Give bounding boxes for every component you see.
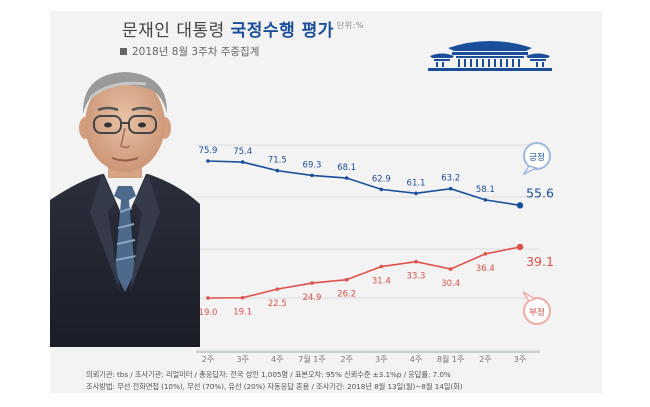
data-point bbox=[414, 259, 418, 264]
data-point bbox=[344, 277, 349, 282]
data-label: 19.0 bbox=[199, 308, 218, 318]
unit-label: 단위:% bbox=[336, 21, 364, 30]
data-label: 22.5 bbox=[268, 299, 287, 309]
data-point bbox=[516, 243, 524, 251]
data-point bbox=[310, 281, 314, 285]
x-tick-label: 3주 bbox=[236, 355, 248, 364]
legend-label-negative: 부정 bbox=[529, 307, 545, 318]
data-label: 58.1 bbox=[476, 185, 495, 195]
x-tick-label: 8월 1주 bbox=[437, 354, 464, 364]
data-point bbox=[379, 187, 384, 192]
series-layer: 75.9 75.4 71.5 69.3 68.1 62.9 61.1 63.2 58.1 55.6… bbox=[199, 146, 554, 318]
subtitle-text: 2018년 8월 3주차 주중집계 bbox=[132, 46, 260, 58]
title-accent: 국정수행 평가 bbox=[230, 21, 334, 41]
series-line-positive bbox=[207, 160, 521, 207]
subtitle-bullet-icon bbox=[120, 48, 127, 55]
data-label: 31.4 bbox=[372, 277, 391, 287]
footnote-survey-info: 의뢰기관: tbs / 조사기관: 리얼미터 / 총응답자: 전국 성인 1,0… bbox=[86, 370, 451, 379]
data-label: 26.2 bbox=[337, 290, 356, 300]
data-point bbox=[275, 168, 280, 173]
x-tick-label: 4주 bbox=[271, 355, 283, 364]
data-point bbox=[240, 160, 245, 164]
data-label: 55.6 bbox=[526, 185, 554, 200]
data-label: 75.9 bbox=[199, 146, 218, 156]
x-tick-label: 3주 bbox=[514, 355, 526, 364]
x-tick-label: 3주 bbox=[375, 355, 387, 364]
legend-bubble-positive bbox=[523, 142, 551, 170]
x-tick-label: 2주 bbox=[479, 355, 491, 364]
data-label: 39.1 bbox=[526, 254, 554, 269]
data-point bbox=[448, 267, 453, 271]
x-tick-label: 7월 1주 bbox=[298, 354, 325, 364]
data-label: 61.1 bbox=[407, 178, 426, 188]
data-label: 69.3 bbox=[303, 160, 322, 170]
x-tick-label: 4주 bbox=[410, 355, 422, 364]
data-point bbox=[483, 198, 488, 202]
legend-bubble-negative bbox=[523, 297, 551, 325]
data-label: 24.9 bbox=[303, 293, 322, 303]
data-point bbox=[206, 296, 210, 300]
data-label: 33.3 bbox=[407, 272, 426, 282]
data-point bbox=[310, 173, 314, 178]
gridlines bbox=[196, 144, 540, 351]
legend-bubble-tail-negative bbox=[522, 291, 537, 302]
title-prefix: 문재인 대통령 bbox=[122, 21, 231, 41]
legend-label-positive: 긍정 bbox=[529, 152, 545, 163]
footnote-method-info: 조사방법: 무선 전화면접 (10%), 무선 (70%), 유선 (20%) … bbox=[86, 382, 463, 391]
data-point bbox=[414, 191, 418, 196]
subtitle: 2018년 8월 3주차 주중집계 bbox=[120, 44, 259, 59]
chart-title: 문재인 대통령 국정수행 평가 단위:% bbox=[122, 16, 364, 41]
data-label: 30.4 bbox=[441, 279, 460, 289]
data-label: 68.1 bbox=[337, 163, 356, 173]
legend-bubble-tail-positive bbox=[521, 165, 539, 176]
data-point bbox=[516, 202, 524, 209]
data-label: 62.9 bbox=[372, 174, 391, 184]
data-label: 19.1 bbox=[233, 308, 252, 318]
data-label: 36.4 bbox=[476, 264, 495, 274]
portrait-photo bbox=[50, 72, 200, 347]
x-tick-label: 2주 bbox=[340, 355, 352, 364]
data-label: 71.5 bbox=[268, 156, 287, 166]
x-axis: 2주 3주 4주 7월 1주 2주 3주 4주 8월 1주 2주 3주 bbox=[196, 351, 540, 364]
data-point bbox=[448, 186, 453, 191]
series-line-negative bbox=[207, 246, 521, 299]
data-label: 63.2 bbox=[441, 174, 460, 184]
data-point bbox=[206, 159, 210, 163]
data-label: 75.4 bbox=[233, 147, 252, 157]
x-tick-label: 2주 bbox=[202, 355, 214, 364]
data-point bbox=[483, 252, 488, 256]
blue-house-icon bbox=[428, 41, 552, 71]
data-point bbox=[379, 264, 384, 269]
data-point bbox=[240, 295, 245, 300]
data-point bbox=[275, 287, 280, 291]
data-point bbox=[344, 176, 349, 180]
